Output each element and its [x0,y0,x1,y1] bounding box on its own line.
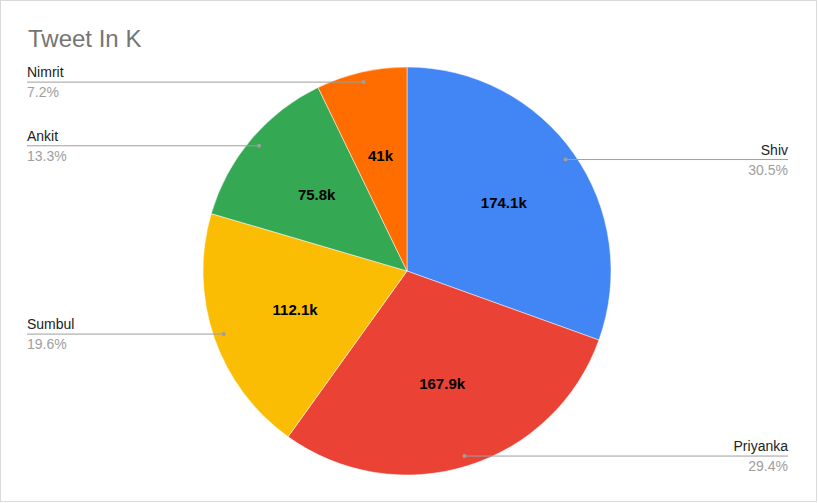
data-label: 75.8k [298,186,336,203]
chart-container: Tweet In K 174.1k Shiv 30.5% 167.9k Priyanka 2… [0,0,818,503]
slice-name: Shiv [761,142,788,158]
labels: 174.1k Shiv 30.5% 167.9k Priyanka 29.4% 112.1k… [27,64,788,474]
leader-dot [463,454,467,458]
slice-percent: 13.3% [27,148,67,164]
chart-frame [1,1,817,502]
leader-line [465,456,788,457]
chart-svg: Tweet In K 174.1k Shiv 30.5% 167.9k Priyanka 2… [0,0,818,503]
data-label: 174.1k [481,194,528,211]
leader-line [27,145,259,146]
leader-line [27,334,224,335]
slice-name: Ankit [27,128,58,144]
slice-percent: 19.6% [27,336,67,352]
slice-name: Sumbul [27,316,74,332]
slice-percent: 29.4% [748,458,788,474]
pie-slice [318,67,407,271]
data-label: 112.1k [273,301,319,318]
slice-percent: 30.5% [748,162,788,178]
slice-name: Nimrit [27,64,64,80]
data-label: 41k [368,147,394,164]
leader-dot [257,144,261,148]
chart-title: Tweet In K [28,25,141,52]
leader-dot [222,332,226,336]
leader-line [566,159,788,160]
slice-percent: 7.2% [27,84,59,100]
leader-line [27,82,364,83]
leader-dot [362,80,366,84]
slice-name: Priyanka [734,438,789,454]
data-label: 167.9k [419,375,466,392]
leader-dot [564,158,568,162]
slices [203,67,611,475]
